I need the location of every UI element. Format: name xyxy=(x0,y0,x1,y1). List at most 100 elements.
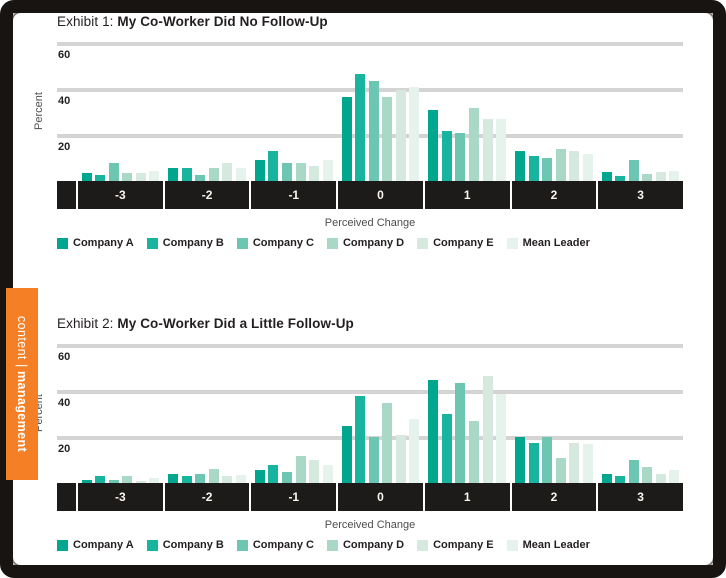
legend-item-company-d: Company D xyxy=(326,539,404,551)
exhibit-2: Exhibit 2: My Co-Worker Did a Little Fol… xyxy=(33,316,683,551)
bar-mean-leader-at--1 xyxy=(322,465,333,483)
x-category--1: -1 xyxy=(251,181,337,209)
x-category-3: 3 xyxy=(598,181,683,209)
bar-company-a-at--3 xyxy=(81,480,92,483)
bar-company-b-at-0 xyxy=(355,74,366,181)
bar-group--1 xyxy=(251,44,336,181)
legend-item-company-e: Company E xyxy=(417,237,494,249)
bar-company-e-at--3 xyxy=(135,481,146,483)
bar-mean-leader-at-3 xyxy=(669,171,680,181)
bar-company-e-at-0 xyxy=(395,90,406,181)
x-category-0: 0 xyxy=(338,483,423,511)
exhibit-1-title: Exhibit 1: My Co-Worker Did No Follow-Up xyxy=(57,14,683,32)
bar-group-1 xyxy=(425,346,510,483)
exhibit-1: Exhibit 1: My Co-Worker Did No Follow-Up… xyxy=(33,14,683,249)
x-axis-band: -3 -2 -1 0 1 2 3 xyxy=(57,181,683,209)
legend-swatch xyxy=(236,539,248,551)
bar-mean-leader-at-1 xyxy=(496,394,507,483)
bar-mean-leader-at-1 xyxy=(496,119,507,181)
x-category-0: 0 xyxy=(338,181,423,209)
legend: Company A Company B Company C Company D Comp… xyxy=(57,539,683,551)
bar-company-b-at-1 xyxy=(441,414,452,483)
bar-group--3 xyxy=(78,44,163,181)
bar-group-0 xyxy=(338,346,423,483)
bar-company-d-at--3 xyxy=(122,173,133,181)
exhibit-2-title: Exhibit 2: My Co-Worker Did a Little Fol… xyxy=(57,316,683,334)
bar-company-e-at-1 xyxy=(482,119,493,181)
bar-company-e-at-2 xyxy=(569,151,580,181)
bar-company-e-at-2 xyxy=(569,443,580,483)
bar-mean-leader-at-2 xyxy=(582,444,593,483)
bar-company-d-at-0 xyxy=(382,97,393,181)
bar-mean-leader-at-0 xyxy=(409,419,420,483)
exhibit-2-title-text: My Co-Worker Did a Little Follow-Up xyxy=(117,316,354,331)
tab-text-management: management xyxy=(15,371,29,453)
y-tick-label: 20 xyxy=(58,141,71,153)
exhibit-1-label: Exhibit 1: xyxy=(57,14,114,29)
legend-label: Company D xyxy=(342,237,405,249)
bar-group-2 xyxy=(512,346,597,483)
legend-item-mean-leader: Mean Leader xyxy=(506,539,590,551)
x-category-2: 2 xyxy=(511,181,597,209)
bar-mean-leader-at--2 xyxy=(235,475,246,483)
legend-item-company-c: Company C xyxy=(236,237,314,249)
bar-company-c-at--2 xyxy=(195,474,206,483)
legend-label: Company E xyxy=(433,539,494,551)
legend-label: Mean Leader xyxy=(522,539,590,551)
bar-company-d-at--2 xyxy=(208,168,219,181)
bar-group-0 xyxy=(338,44,423,181)
y-axis-label: Percent xyxy=(33,92,45,130)
bar-group-1 xyxy=(425,44,510,181)
legend-item-company-a: Company A xyxy=(57,237,134,249)
bar-company-e-at-3 xyxy=(655,172,666,181)
x-category-3: 3 xyxy=(598,483,683,511)
x-category--2: -2 xyxy=(164,483,250,511)
bar-company-c-at-0 xyxy=(368,81,379,181)
legend-item-company-e: Company E xyxy=(417,539,494,551)
legend-swatch xyxy=(57,539,68,551)
bar-company-b-at-3 xyxy=(615,476,626,483)
x-category--1: -1 xyxy=(251,483,337,511)
bar-company-b-at--2 xyxy=(181,476,192,483)
bar-company-d-at-3 xyxy=(642,467,653,483)
bar-company-c-at--1 xyxy=(282,472,293,483)
bar-company-e-at-1 xyxy=(482,376,493,483)
bar-company-a-at-2 xyxy=(515,437,526,483)
bar-company-a-at-1 xyxy=(428,380,439,483)
bar-groups xyxy=(57,346,683,483)
gridline-60 xyxy=(57,344,683,348)
bar-company-d-at--3 xyxy=(122,476,133,483)
bar-company-b-at--1 xyxy=(268,465,279,483)
bar-company-b-at-1 xyxy=(441,131,452,181)
bar-company-c-at--2 xyxy=(195,175,206,181)
tab-text-content: content xyxy=(15,315,29,360)
legend-swatch xyxy=(326,237,338,249)
y-tick-label: 40 xyxy=(58,95,71,107)
x-axis-title: Perceived Change xyxy=(324,217,416,229)
y-tick-label: 60 xyxy=(58,351,71,363)
bar-company-d-at--2 xyxy=(208,469,219,483)
legend-label: Company A xyxy=(73,237,134,249)
bar-mean-leader-at-3 xyxy=(669,470,680,483)
bar-company-d-at--1 xyxy=(295,456,306,483)
bar-company-a-at--1 xyxy=(254,160,265,181)
bar-company-d-at--1 xyxy=(295,163,306,181)
bar-mean-leader-at-0 xyxy=(409,87,420,181)
bar-company-d-at-3 xyxy=(642,174,653,181)
legend-label: Company B xyxy=(162,539,224,551)
bar-company-a-at--1 xyxy=(254,470,265,483)
bar-company-e-at--1 xyxy=(309,166,320,181)
legend-item-company-b: Company B xyxy=(146,539,224,551)
plot-area: 60 40 20 xyxy=(57,42,683,181)
bar-group--3 xyxy=(78,346,163,483)
legend-label: Company E xyxy=(433,237,494,249)
axis-stub-box xyxy=(57,181,76,209)
bar-company-c-at-2 xyxy=(542,158,553,181)
bar-company-a-at-2 xyxy=(515,151,526,181)
bar-company-e-at--2 xyxy=(222,163,233,181)
bar-company-a-at--2 xyxy=(168,168,179,181)
legend-swatch xyxy=(57,237,68,249)
bar-company-b-at--1 xyxy=(268,151,279,181)
bar-mean-leader-at--3 xyxy=(149,171,160,181)
bar-company-b-at-3 xyxy=(615,176,626,181)
